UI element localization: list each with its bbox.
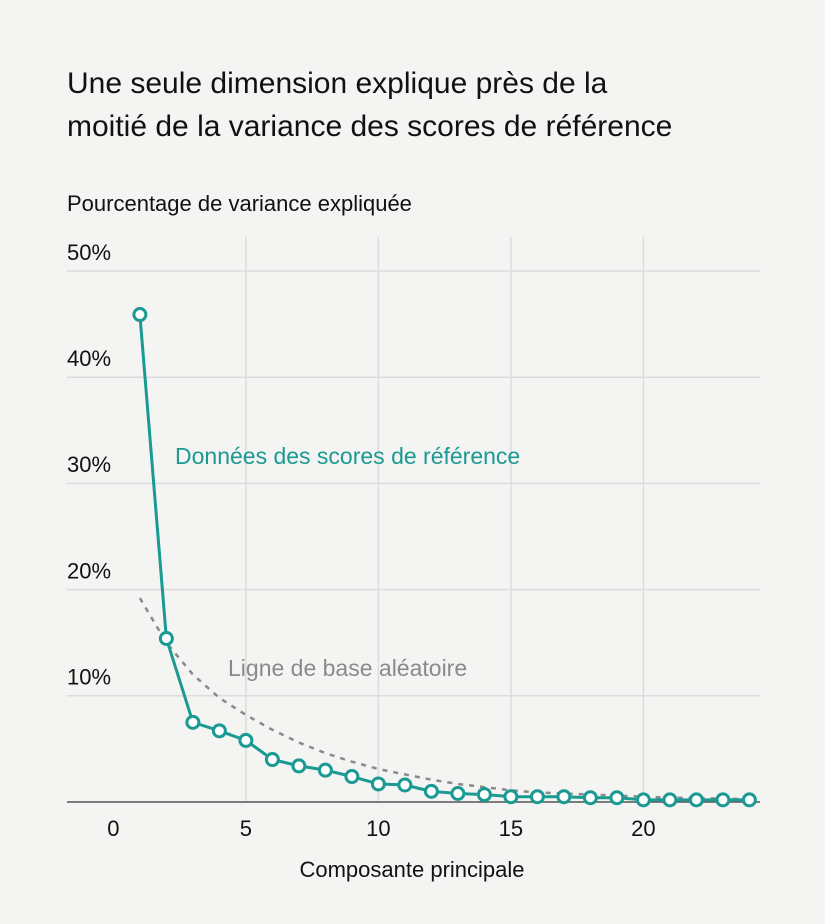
- data-point: [450, 786, 466, 802]
- data-point: [397, 777, 413, 793]
- data-point: [635, 792, 651, 808]
- data-point: [211, 723, 227, 739]
- data-point: [715, 792, 731, 808]
- y-tick-label: 20%: [67, 558, 111, 583]
- x-tick-label: 5: [240, 816, 252, 841]
- x-tick-label: 10: [366, 816, 390, 841]
- data-point: [423, 783, 439, 799]
- data-point: [317, 762, 333, 778]
- x-tick-label: 20: [631, 816, 655, 841]
- x-tick-label: 0: [107, 816, 119, 841]
- data-point: [556, 789, 572, 805]
- y-tick-label: 30%: [67, 452, 111, 477]
- data-point: [238, 732, 254, 748]
- data-point: [688, 792, 704, 808]
- data-point: [609, 790, 625, 806]
- y-axis-title: Pourcentage de variance expliquée: [67, 191, 412, 216]
- data-point: [185, 714, 201, 730]
- data-point: [582, 790, 598, 806]
- data-point: [344, 769, 360, 785]
- x-tick-label: 15: [499, 816, 523, 841]
- y-tick-label: 10%: [67, 665, 111, 690]
- data-point: [132, 307, 148, 323]
- x-axis-title: Composante principale: [299, 857, 524, 882]
- chart-title: Une seule dimension explique près de la: [67, 67, 608, 100]
- data-point: [264, 752, 280, 768]
- data-point: [291, 758, 307, 774]
- data-point: [476, 787, 492, 803]
- data-point: [529, 789, 545, 805]
- y-tick-label: 50%: [67, 240, 111, 265]
- series-label: Ligne de base aléatoire: [228, 655, 467, 681]
- chart-title: moitié de la variance des scores de réfé…: [67, 110, 672, 143]
- y-tick-label: 40%: [67, 346, 111, 371]
- data-point: [370, 776, 386, 792]
- series-label: Données des scores de référence: [175, 443, 520, 469]
- data-point: [158, 630, 174, 646]
- data-point: [662, 792, 678, 808]
- data-point: [503, 789, 519, 805]
- data-point: [741, 792, 757, 808]
